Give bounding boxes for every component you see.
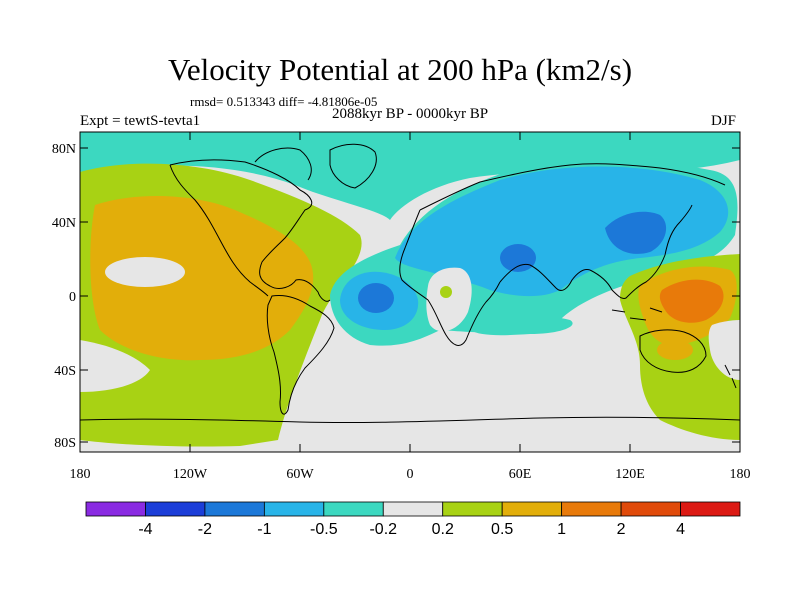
colorbar-label: 1	[557, 521, 566, 538]
field-east-neutral	[708, 320, 740, 380]
colorbar-swatch	[323, 501, 384, 517]
y-tick-80n: 80N	[52, 142, 76, 157]
stats-line: rmsd= 0.513343 diff= -4.81806e-05	[190, 94, 378, 109]
y-tick-40s: 40S	[54, 364, 76, 379]
field-positive-westpacific-peak	[659, 279, 724, 323]
colorbar-label: 0.2	[432, 521, 454, 538]
field-positive-southwest-band	[80, 392, 250, 440]
field-negative-asia-core	[605, 211, 667, 254]
x-tick-120e: 120E	[615, 467, 645, 482]
colorbar-swatch	[382, 501, 444, 517]
x-tick-120w: 120W	[173, 467, 208, 482]
colorbar-label: 4	[676, 521, 685, 538]
colorbar-swatch	[561, 501, 622, 517]
y-tick-80s: 80S	[54, 436, 76, 451]
colorbar-swatch	[145, 501, 206, 517]
field-positive-australia	[657, 340, 693, 360]
colorbar-swatch	[85, 501, 146, 517]
colorbar-label: -4	[138, 521, 152, 538]
field-negative-arabia-core	[500, 244, 536, 272]
colorbar-swatch	[263, 501, 325, 517]
x-tick-60e: 60E	[509, 467, 532, 482]
y-tick-40n: 40N	[52, 216, 76, 231]
field-negative-eurasia-mid	[395, 166, 729, 297]
experiment-label: Expt = tewtS-tevta1	[80, 113, 201, 129]
field-arctic-negative	[80, 132, 740, 220]
period-label: 2088kyr BP - 0000kyr BP	[331, 106, 489, 122]
colorbar-label: 0.5	[491, 521, 513, 538]
field-negative-atlantic-core	[358, 283, 394, 313]
field-west-hole	[105, 257, 185, 287]
field-west-south-neutral	[80, 340, 150, 392]
colorbar-label: 2	[617, 521, 626, 538]
coastlines	[80, 143, 740, 424]
x-tick-180e: 180	[730, 467, 751, 482]
colorbar-swatch	[680, 501, 741, 517]
colorbar-label: -2	[198, 521, 212, 538]
colorbar-labels: -4 -2 -1 -0.5 -0.2 0.2 0.5 1 2 4	[138, 521, 685, 538]
field-africa-neutral	[426, 267, 472, 332]
field-positive-west-core	[90, 195, 314, 361]
x-tick-60w: 60W	[286, 467, 314, 482]
y-axis	[80, 147, 740, 443]
colorbar	[85, 501, 741, 517]
colorbar-label: -0.5	[310, 521, 338, 538]
field-negative-indian-ocean	[470, 316, 573, 336]
season-label: DJF	[711, 113, 737, 129]
colorbar-label: -1	[257, 521, 271, 538]
x-axis	[79, 132, 741, 452]
y-tick-0: 0	[69, 290, 76, 305]
colorbar-swatch	[442, 501, 503, 517]
x-tick-labels: 180 120W 60W 0 60E 120E 180	[70, 467, 751, 482]
x-tick-0: 0	[407, 467, 414, 482]
map-field	[80, 132, 740, 452]
y-tick-labels: 80N 40N 0 40S 80S	[52, 142, 76, 451]
colorbar-label: -0.2	[369, 521, 397, 538]
colorbar-swatch	[501, 501, 563, 517]
colorbar-swatch	[204, 501, 265, 517]
field-africa-positive-spot	[440, 286, 452, 298]
x-tick-180w: 180	[70, 467, 91, 482]
map-title: Velocity Potential at 200 hPa (km2/s)	[167, 52, 633, 87]
colorbar-swatch	[620, 501, 681, 517]
